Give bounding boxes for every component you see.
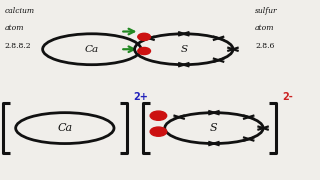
Text: S: S xyxy=(210,123,218,133)
Circle shape xyxy=(150,111,167,120)
Circle shape xyxy=(138,33,150,40)
Circle shape xyxy=(138,48,150,55)
Text: atom: atom xyxy=(255,24,275,32)
Text: atom: atom xyxy=(4,24,24,32)
Text: 2+: 2+ xyxy=(133,92,148,102)
Circle shape xyxy=(150,127,167,136)
Text: sulfur: sulfur xyxy=(255,7,278,15)
Text: 2-: 2- xyxy=(282,92,293,102)
Text: calcium: calcium xyxy=(4,7,35,15)
Text: 2.8.8.2: 2.8.8.2 xyxy=(4,42,31,50)
Text: Ca: Ca xyxy=(85,45,99,54)
Text: 2.8.6: 2.8.6 xyxy=(255,42,275,50)
Text: Ca: Ca xyxy=(57,123,72,133)
Text: S: S xyxy=(180,45,187,54)
